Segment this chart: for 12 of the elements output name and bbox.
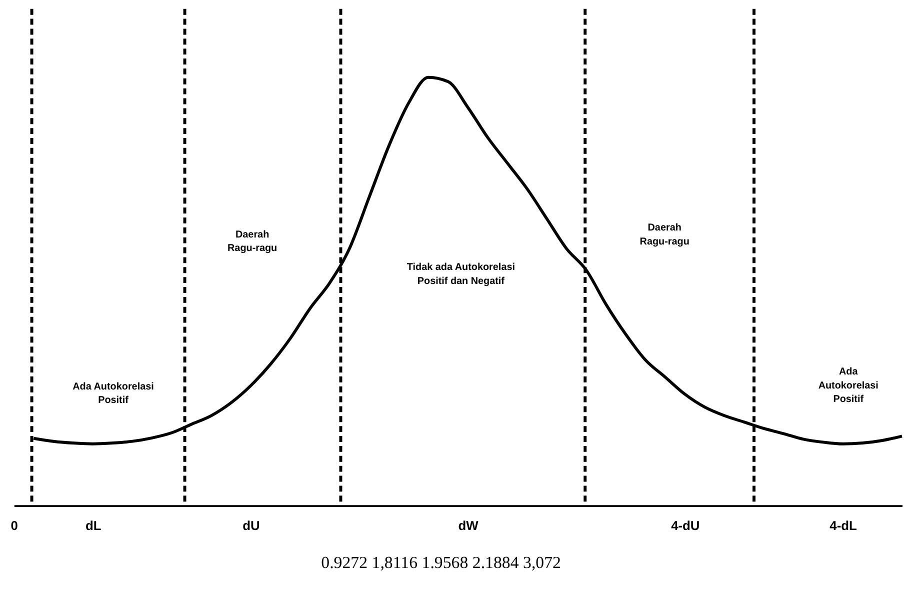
x-tick-label: dU [242, 518, 260, 533]
annotation: Daerah Ragu-ragu [640, 222, 690, 248]
annotation: Ada Autokorelasi Positif [818, 366, 879, 406]
annotation: Tidak ada Autokorelasi Positif dan Negatif [406, 262, 516, 288]
x-tick-label: 4-dU [671, 518, 700, 533]
x-tick-label: dL [85, 518, 102, 533]
x-tick-label: dW [458, 518, 480, 533]
annotation: Ada Autokorelasi Positif [72, 381, 154, 406]
annotation: Daerah Ragu-ragu [228, 229, 278, 254]
x-tick-label: 0 [10, 518, 18, 533]
x-tick-label: 4-dL [830, 518, 858, 533]
text: 0.9272 1,8116 1.9568 2.1884 3,072 [321, 553, 561, 572]
